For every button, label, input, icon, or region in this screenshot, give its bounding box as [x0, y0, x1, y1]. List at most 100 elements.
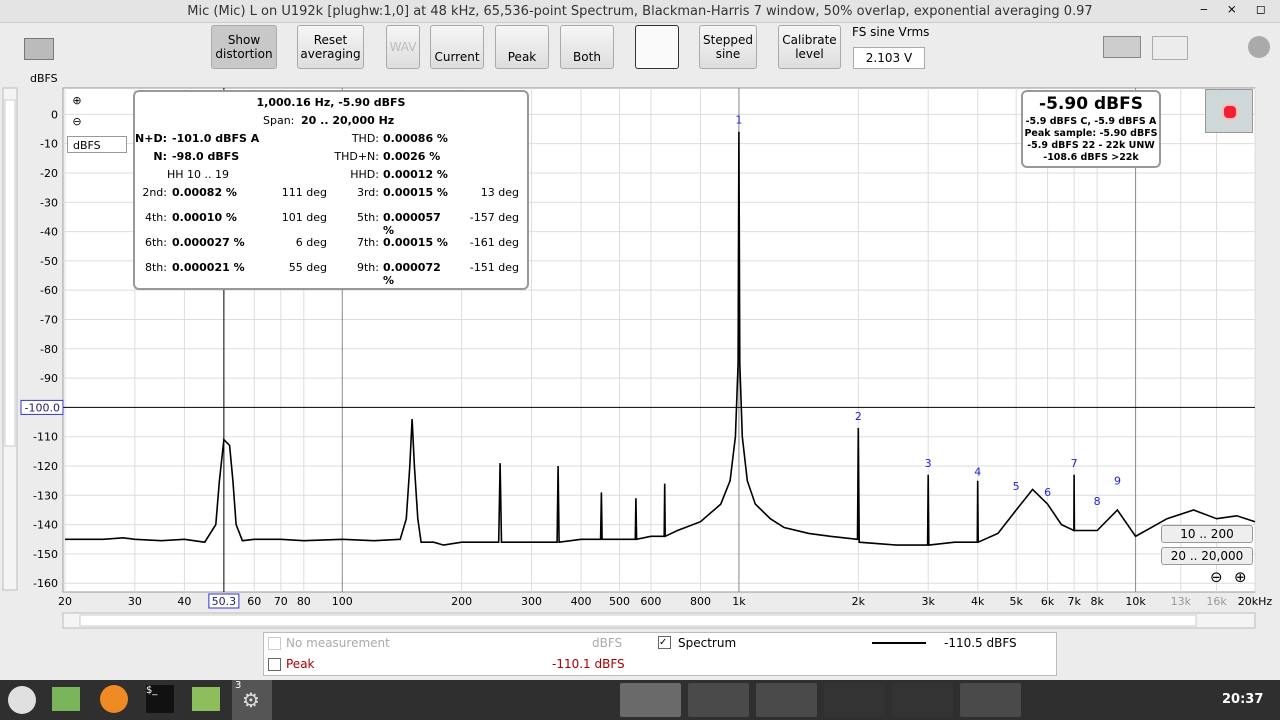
- legend-label: No measurement: [286, 636, 390, 650]
- x-tick-label: 800: [690, 595, 711, 608]
- harmonic-label: 8: [1094, 495, 1101, 508]
- x-tick-label: 70: [274, 595, 288, 608]
- window-thumb[interactable]: [824, 683, 885, 717]
- toolbar-button[interactable]: Current: [430, 25, 484, 69]
- range-button[interactable]: 10 .. 200: [1161, 525, 1253, 543]
- checkbox[interactable]: [268, 637, 281, 650]
- layout-icon[interactable]: [1152, 36, 1188, 60]
- harmonic-phase: -151 deg: [469, 261, 519, 274]
- x-tick-label: 5k: [1009, 595, 1023, 608]
- y-tick-label: -110: [33, 431, 58, 444]
- toolbar-button[interactable]: Calibrate level: [778, 25, 841, 69]
- layout-icon[interactable]: [1103, 36, 1141, 58]
- harmonic-label: 9: [1114, 474, 1121, 487]
- harmonic-phase: 55 deg: [288, 261, 327, 274]
- metric-label: N+D:: [135, 132, 167, 145]
- harmonic-label: 4: [974, 466, 981, 479]
- x-tick-label: 60: [247, 595, 261, 608]
- x-tick-label: 40: [177, 595, 191, 608]
- harmonic-label: 7: [1071, 457, 1078, 470]
- span-label: Span:: [263, 114, 295, 127]
- x-tick-label: 30: [128, 595, 142, 608]
- toolbar-button[interactable]: Show distortion: [211, 25, 277, 69]
- harmonic-name: 6th:: [145, 236, 167, 249]
- x-tick-label: 6k: [1041, 595, 1055, 608]
- y-tick-label: -60: [40, 284, 58, 297]
- record-button[interactable]: [1205, 89, 1253, 133]
- toolbar-button[interactable]: Peak: [495, 25, 549, 69]
- checkbox[interactable]: ✓: [658, 636, 671, 649]
- x-tick-label: 600: [640, 595, 661, 608]
- window-thumb[interactable]: [620, 683, 681, 717]
- y-tick-label: -30: [40, 196, 58, 209]
- toolbar-button[interactable]: Stepped sine: [699, 25, 757, 69]
- app-icon[interactable]: [52, 687, 80, 711]
- zoom-out[interactable]: ⊖: [1210, 568, 1223, 586]
- window-thumb[interactable]: [892, 683, 953, 717]
- metric-value: -101.0 dBFS A: [172, 132, 260, 145]
- x-tick-label: 400: [571, 595, 592, 608]
- harmonic-label: 6: [1044, 486, 1051, 499]
- x-tick-label: 300: [521, 595, 542, 608]
- fs-value[interactable]: 2.103 V: [853, 47, 925, 69]
- x-tick-label: 80: [297, 595, 311, 608]
- x-tick-label: 500: [609, 595, 630, 608]
- window-thumb[interactable]: [960, 683, 1021, 717]
- zoom-out: ⊖: [72, 115, 81, 128]
- menu-icon[interactable]: [8, 686, 36, 714]
- checkbox[interactable]: [268, 658, 281, 671]
- toolbar-button[interactable]: Both: [560, 25, 614, 69]
- legend-label: Peak: [286, 657, 315, 671]
- chart: 0 -10 -20 -30 -40 -50 -60 -70 -80 -90 -110 -120 -130…: [2, 87, 1273, 629]
- import-button[interactable]: [635, 25, 679, 69]
- x-tick-label: 8k: [1090, 595, 1104, 608]
- x-tick-label: 10k: [1125, 595, 1146, 608]
- app-icon[interactable]: $_: [146, 685, 174, 713]
- toolbar-button[interactable]: Reset averaging: [297, 25, 364, 69]
- window-controls[interactable]: ‒ ⨯ ◻: [1200, 2, 1266, 16]
- window-title: Mic (Mic) L on U192k [plughw:1,0] at 48 …: [187, 4, 1093, 19]
- window-thumb[interactable]: [688, 683, 749, 717]
- h-scroll-thumb: [79, 614, 1197, 627]
- window-thumb[interactable]: [756, 683, 817, 717]
- metric-value: 0.00012 %: [383, 168, 448, 181]
- title-bar: Mic (Mic) L on U192k [plughw:1,0] at 48 …: [0, 0, 1280, 23]
- range-button[interactable]: 20 .. 20,000: [1161, 547, 1253, 565]
- y-tick-label: -20: [40, 167, 58, 180]
- y-tick-label: -90: [40, 372, 58, 385]
- harmonic-name: 2nd:: [142, 186, 167, 199]
- info-panel: 1,000.16 Hz, -5.90 dBFS Span: 20 .. 20,000…: [133, 90, 529, 290]
- y-tick-label: 0: [51, 108, 58, 121]
- harmonic-label: 1: [735, 114, 742, 127]
- unit-selector[interactable]: dBFS: [67, 136, 127, 153]
- x-tick-label: 4k: [971, 595, 985, 608]
- harmonic-value: 0.00015 %: [383, 236, 448, 249]
- camera-icon[interactable]: [24, 38, 54, 60]
- settings-icon[interactable]: [1248, 36, 1270, 58]
- app-icon[interactable]: [100, 685, 128, 713]
- harmonic-name: 7th:: [357, 236, 379, 249]
- zoom-in[interactable]: ⊕: [1234, 568, 1247, 586]
- y-tick-label: -160: [33, 577, 58, 590]
- metric-value: 0.0026 %: [383, 150, 441, 163]
- harmonic-phase: 6 deg: [295, 236, 327, 249]
- harmonic-name: 9th:: [357, 261, 379, 274]
- legend-swatch: [872, 642, 926, 644]
- y-tick-label: -140: [33, 519, 58, 532]
- zoom-in: ⊕: [72, 94, 81, 107]
- harmonic-name: 5th:: [357, 211, 379, 224]
- level-line: Peak sample: -5.90 dBFS: [1024, 128, 1158, 139]
- active-app[interactable]: 3 ⚙: [232, 680, 272, 720]
- y-tick-label: -10: [40, 138, 58, 151]
- harmonic-value: 0.000072 %: [383, 261, 441, 287]
- x-tick-label: 100: [332, 595, 353, 608]
- x-tick-label: 200: [451, 595, 472, 608]
- metric-value: 0.00086 %: [383, 132, 448, 145]
- x-tick-label: 20kHz: [1238, 595, 1273, 608]
- level-line: -108.6 dBFS >22k: [1043, 152, 1139, 163]
- toolbar-button[interactable]: WAV: [386, 25, 420, 69]
- harmonic-phase: 13 deg: [480, 186, 519, 199]
- app-icon[interactable]: [192, 687, 220, 711]
- span-value: 20 .. 20,000 Hz: [301, 114, 395, 127]
- x-tick-label: 13k: [1171, 595, 1192, 608]
